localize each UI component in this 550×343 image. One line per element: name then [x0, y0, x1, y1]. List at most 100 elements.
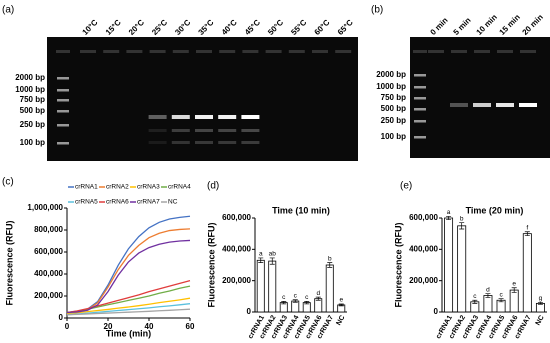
- ladder-band: [414, 74, 426, 77]
- error-bar: [338, 303, 344, 307]
- error-bar: [269, 257, 275, 265]
- ladder-label: 2000 bp: [376, 70, 406, 79]
- ladder-band: [57, 142, 69, 145]
- well: [56, 50, 70, 53]
- significance-letter: c: [282, 294, 286, 301]
- well: [103, 50, 120, 53]
- bar: [457, 225, 467, 313]
- lane-label: 60°C: [313, 18, 332, 37]
- significance-letter: c: [499, 291, 503, 298]
- lane-label: 35°C: [197, 18, 216, 37]
- series-line: [66, 297, 191, 315]
- significance-letter: a: [447, 209, 451, 216]
- ladder-label: 500 bp: [20, 106, 45, 115]
- y-tick-label: 0: [247, 307, 252, 316]
- lane-label: 15°C: [104, 18, 123, 37]
- lane-label: 10°C: [81, 18, 100, 37]
- ladder-band: [414, 86, 426, 89]
- y-tick-label: 200,000: [409, 276, 438, 285]
- band: [496, 103, 514, 107]
- well: [80, 50, 96, 53]
- error-bar: [292, 299, 298, 303]
- well: [428, 50, 444, 53]
- well: [497, 50, 513, 53]
- chart-title: Time (20 min): [466, 205, 524, 215]
- significance-letter: d: [486, 286, 490, 293]
- significance-letter: b: [460, 215, 464, 222]
- legend-label: NC: [168, 199, 178, 206]
- error-bar: [327, 262, 333, 268]
- lane-label: 15 min: [498, 13, 522, 37]
- lane-label: 40°C: [220, 18, 239, 37]
- legend-label: crRNA4: [168, 184, 191, 191]
- band: [241, 141, 260, 144]
- panel-label: (a): [2, 5, 14, 16]
- well: [312, 50, 328, 53]
- legend-label: crRNA6: [106, 199, 129, 206]
- significance-letter: a: [259, 251, 263, 258]
- band: [148, 129, 167, 132]
- lane-label: 55°C: [289, 18, 308, 37]
- gel-a: [47, 37, 358, 161]
- ladder-label: 250 bp: [20, 120, 45, 129]
- y-tick-label: 0: [434, 307, 439, 316]
- y-tick-label: 600,000: [222, 213, 251, 222]
- well: [242, 50, 259, 53]
- bar: [522, 233, 532, 313]
- series-line: [66, 239, 191, 314]
- ladder-band: [414, 108, 426, 111]
- band: [171, 141, 190, 144]
- series-line: [66, 303, 191, 316]
- well: [126, 50, 143, 53]
- ladder-label: 750 bp: [20, 95, 45, 104]
- lane-label: 65°C: [336, 18, 355, 37]
- ladder-label: 750 bp: [381, 93, 406, 102]
- ladder-label: 250 bp: [381, 116, 406, 125]
- band: [218, 129, 237, 132]
- legend-label: crRNA3: [137, 184, 160, 191]
- well: [335, 50, 352, 53]
- bar: [256, 259, 265, 313]
- ladder-band: [57, 77, 69, 80]
- band: [241, 129, 260, 132]
- error-bar: [485, 293, 491, 298]
- significance-letter: c: [294, 292, 298, 299]
- y-tick-label: 600,000: [34, 247, 63, 256]
- y-tick-label: 800,000: [34, 225, 63, 234]
- lane-label: 5 min: [452, 16, 473, 37]
- significance-letter: c: [473, 293, 477, 300]
- y-tick-label: 200,000: [34, 291, 63, 300]
- y-axis-label: Fluorescence (RFU): [393, 222, 403, 307]
- bar: [483, 295, 493, 313]
- significance-letter: f: [526, 225, 528, 232]
- well: [196, 50, 212, 53]
- band: [473, 103, 491, 107]
- significance-letter: e: [512, 280, 516, 287]
- ladder-label: 500 bp: [381, 104, 406, 113]
- series-line: [66, 308, 191, 316]
- panel-label: (b): [371, 5, 383, 16]
- well: [520, 50, 536, 53]
- lane-label: 0 min: [429, 16, 450, 37]
- ladder-label: 100 bp: [20, 138, 45, 147]
- significance-letter: e: [339, 297, 343, 304]
- error-bar: [524, 231, 530, 236]
- lane-label: 45°C: [243, 18, 262, 37]
- legend-label: crRNA7: [137, 199, 160, 206]
- ladder-band: [57, 124, 69, 127]
- lane-label: 25°C: [150, 18, 169, 37]
- y-tick-label: 1,000,000: [27, 203, 63, 212]
- ladder-band: [414, 97, 426, 100]
- error-bar: [446, 216, 452, 220]
- ladder-label: 100 bp: [381, 132, 406, 141]
- legend-label: crRNA2: [106, 184, 129, 191]
- ladder-band: [414, 120, 426, 123]
- x-tick-label: 20: [104, 322, 113, 331]
- band: [171, 115, 190, 119]
- panel-label: (c): [2, 177, 14, 188]
- well: [149, 50, 166, 53]
- well: [172, 50, 189, 53]
- error-bar: [459, 222, 465, 230]
- lane-label: 20°C: [127, 18, 146, 37]
